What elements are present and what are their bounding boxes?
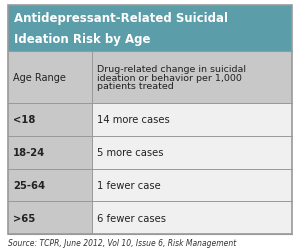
Text: >65: >65 <box>13 213 35 223</box>
Bar <box>92 104 292 136</box>
Bar <box>92 169 292 201</box>
Text: 1 fewer case: 1 fewer case <box>97 180 160 190</box>
Text: <18: <18 <box>13 115 35 125</box>
Bar <box>92 201 292 234</box>
Text: patients treated: patients treated <box>97 82 173 91</box>
Text: Antidepressant-Related Suicidal: Antidepressant-Related Suicidal <box>14 12 228 25</box>
Bar <box>8 52 92 104</box>
Text: 18-24: 18-24 <box>13 147 45 158</box>
Text: Ideation Risk by Age: Ideation Risk by Age <box>14 33 151 45</box>
Bar <box>8 169 92 201</box>
Text: Drug-related change in suicidal: Drug-related change in suicidal <box>97 65 246 74</box>
Bar <box>8 136 92 169</box>
Text: 5 more cases: 5 more cases <box>97 147 163 158</box>
Text: Age Range: Age Range <box>13 73 66 83</box>
Bar <box>8 6 292 52</box>
Text: ideation or behavior per 1,000: ideation or behavior per 1,000 <box>97 73 242 82</box>
Text: 14 more cases: 14 more cases <box>97 115 170 125</box>
Bar <box>92 52 292 104</box>
Text: Source: TCPR, June 2012, Vol 10, Issue 6, Risk Management: Source: TCPR, June 2012, Vol 10, Issue 6… <box>8 238 236 247</box>
Bar <box>8 201 92 234</box>
Text: 6 fewer cases: 6 fewer cases <box>97 213 166 223</box>
Text: 25-64: 25-64 <box>13 180 45 190</box>
Bar <box>92 136 292 169</box>
Bar <box>8 104 92 136</box>
